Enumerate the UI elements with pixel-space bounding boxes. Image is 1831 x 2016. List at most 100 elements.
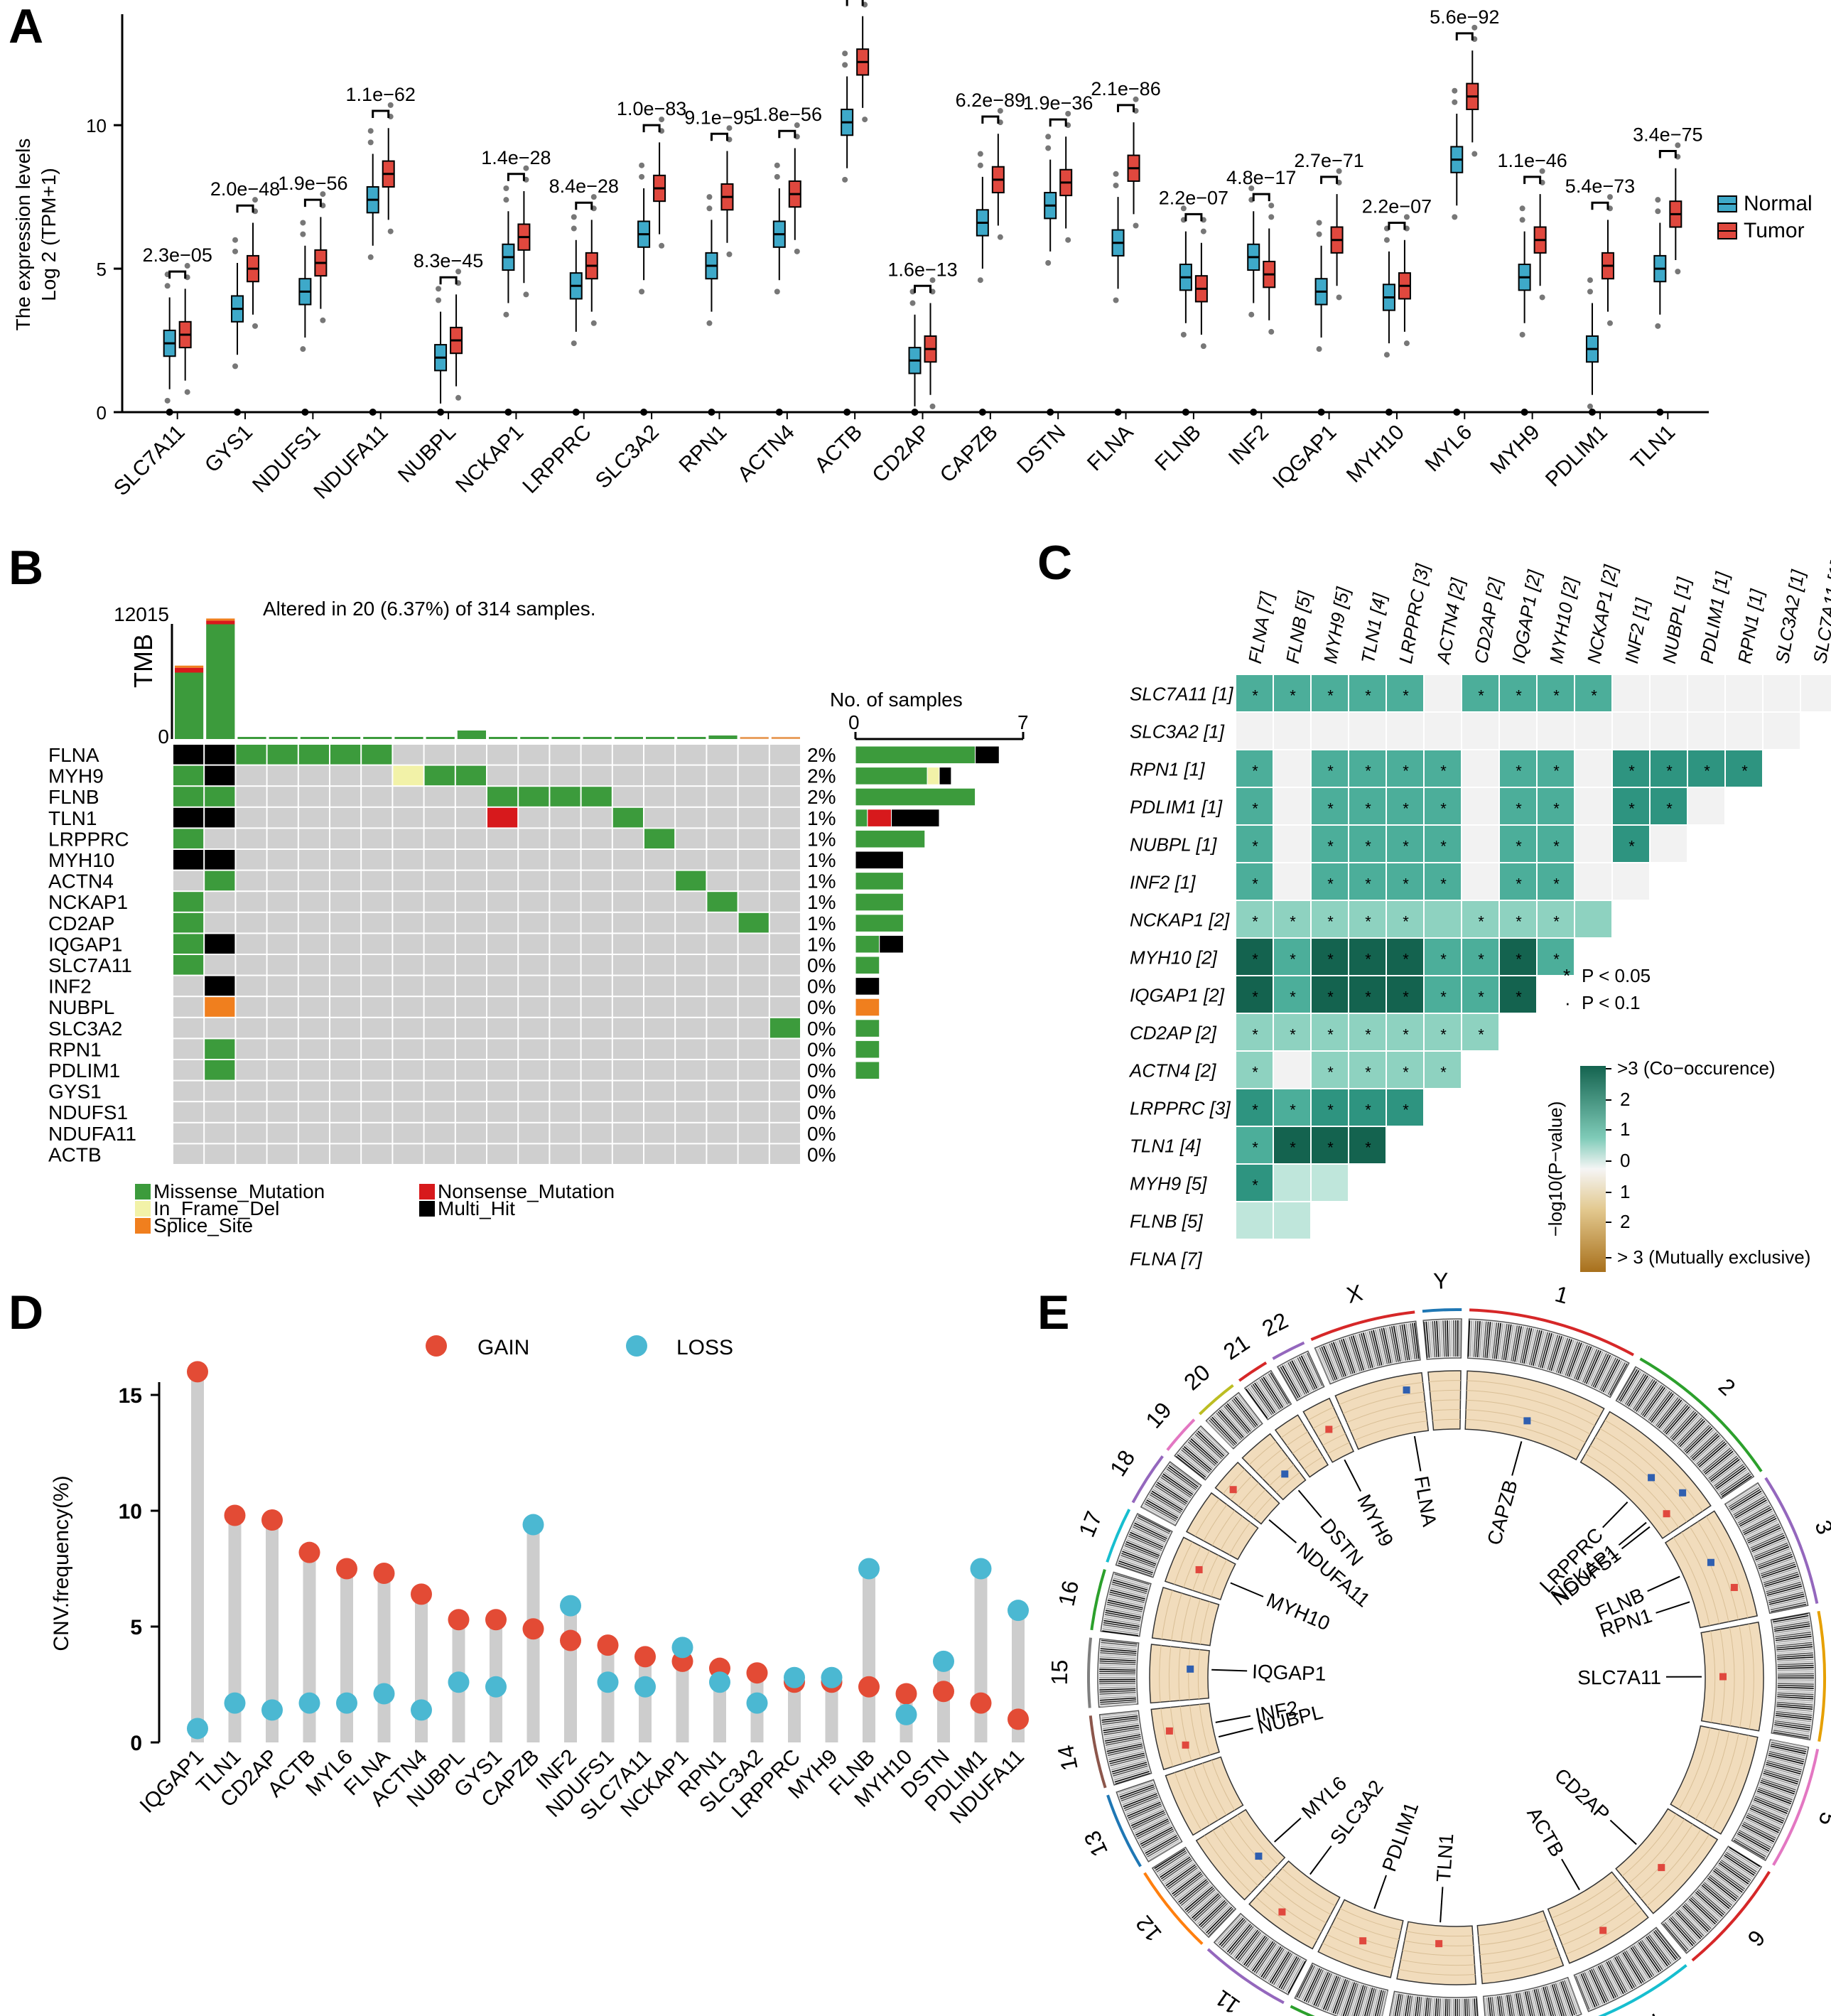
mutation-cell: [487, 955, 518, 975]
ideogram-band: [1164, 1472, 1194, 1494]
mutation-cell: [298, 765, 329, 786]
ideogram-band: [1179, 1450, 1209, 1475]
track-gridline: [1322, 1433, 1346, 1446]
ideogram-band: [1125, 1800, 1160, 1815]
outlier-point: [1113, 297, 1119, 303]
gene-leader: [1602, 1502, 1629, 1529]
pvalue-bracket: [1049, 118, 1067, 127]
zero-point: [504, 409, 512, 416]
heatmap-cell: [1462, 976, 1498, 1013]
ideogram-band: [1099, 1690, 1136, 1693]
ideogram-band: [1736, 1501, 1768, 1521]
mutation-cell: [424, 934, 455, 954]
heatmap-cell: [1349, 1127, 1386, 1163]
heatmap-cell: [1349, 939, 1386, 975]
y-tick-label: 5: [130, 1616, 142, 1639]
mutation-cell: [738, 1018, 769, 1038]
ideogram-band: [1757, 1789, 1793, 1803]
outlier-point: [1268, 203, 1275, 209]
ideogram-band: [1699, 1887, 1727, 1912]
heatmap-cell: [1349, 1014, 1386, 1050]
ideogram-band: [1773, 1725, 1810, 1733]
gene-label-SLC7A11: SLC7A11: [1577, 1666, 1661, 1688]
x-tick-label-CD2AP: CD2AP: [868, 421, 934, 487]
track-gridline: [1189, 1705, 1201, 1758]
percent-FLNB: 2%: [807, 786, 836, 808]
ideogram-band: [1160, 1858, 1192, 1880]
mutation-cell: [205, 870, 235, 891]
mutation-cell: [581, 870, 612, 891]
ideogram-band: [1475, 1320, 1479, 1357]
heatmap-cell: [1387, 1014, 1423, 1050]
ideogram-band: [1099, 1691, 1136, 1695]
ideogram-band: [1685, 1427, 1713, 1454]
mutation-cell: [298, 787, 329, 807]
tmb-bar: [175, 672, 204, 739]
x-tick-label-ACTB: ACTB: [810, 421, 867, 478]
track-gridline: [1430, 1389, 1461, 1392]
ideogram-band: [1726, 1483, 1758, 1504]
heatmap-cell: [1236, 976, 1273, 1013]
ideogram-band: [1442, 1998, 1445, 2016]
significance-mark: *: [1516, 913, 1522, 931]
ideogram-band: [1238, 1932, 1262, 1962]
significance-mark: *: [1365, 875, 1371, 893]
outlier-point: [232, 237, 239, 243]
heatmap-cell: [1274, 1089, 1310, 1126]
mutation-cell: [267, 1102, 298, 1122]
mutation-cell: [519, 787, 549, 807]
ideogram-band: [1611, 1958, 1630, 1991]
ideogram-band: [1534, 1331, 1545, 1367]
ideogram-band: [1634, 1380, 1656, 1411]
ideogram-band: [1225, 1404, 1250, 1433]
mutation-cell: [267, 1123, 298, 1143]
ideogram-band: [1309, 1970, 1326, 2005]
ideogram-band: [1622, 1952, 1643, 1984]
outlier-point: [523, 291, 529, 298]
x-tick-label-TLN1: TLN1: [1626, 421, 1680, 474]
heatmap-cell: [1425, 901, 1461, 937]
mutation-cell: [550, 765, 580, 786]
pvalue-NDUFA11: 1.1e−62: [346, 84, 416, 105]
ideogram-band: [1773, 1731, 1809, 1739]
significance-mark: *: [1440, 762, 1447, 780]
track-gridline: [1228, 1521, 1251, 1556]
mutation-cell: [205, 1060, 235, 1080]
track-gridline: [1339, 1381, 1423, 1406]
loss-point-MYH9: [821, 1666, 843, 1688]
ideogram-band: [1429, 1998, 1432, 2016]
ideogram-band: [1108, 1752, 1145, 1762]
ideogram-band: [1602, 1359, 1621, 1393]
loss-point-PDLIM1: [970, 1558, 992, 1580]
mutation-cell: [236, 850, 266, 870]
ideogram-band: [1113, 1767, 1149, 1779]
heatmap-cell: [1349, 1089, 1386, 1126]
ideogram-band: [1197, 1430, 1225, 1457]
ideogram-band: [1099, 1673, 1136, 1675]
ideogram-band: [1774, 1722, 1811, 1729]
significance-mark: *: [1553, 875, 1560, 893]
ideogram-band: [1564, 1980, 1577, 2015]
mutation-cell: [173, 976, 204, 996]
ideogram-band: [1162, 1473, 1194, 1495]
gene-marker-FLNA: [1403, 1386, 1410, 1394]
ideogram-band: [1641, 1386, 1664, 1416]
ideogram-band: [1565, 1979, 1579, 2015]
zero-point: [775, 409, 783, 416]
mutation-cell: [424, 912, 455, 933]
ideogram-band: [1150, 1492, 1182, 1512]
gene-label-MYH9: MYH9: [48, 765, 104, 787]
ideogram-band: [1720, 1859, 1751, 1882]
ideogram-band: [1762, 1774, 1798, 1787]
outlier-point: [909, 300, 916, 306]
ideogram-band: [1767, 1756, 1803, 1767]
heatmap-cell: [1764, 713, 1800, 749]
ideogram-band: [1182, 1883, 1211, 1908]
ideogram-band: [1112, 1581, 1147, 1592]
mutation-cell: [707, 850, 738, 870]
ideogram-band: [1108, 1593, 1145, 1603]
sample-count-bar: [891, 809, 940, 827]
ideogram-band: [1459, 1998, 1460, 2016]
gain-point-INF2: [560, 1629, 581, 1651]
mutation-cell: [393, 745, 423, 765]
